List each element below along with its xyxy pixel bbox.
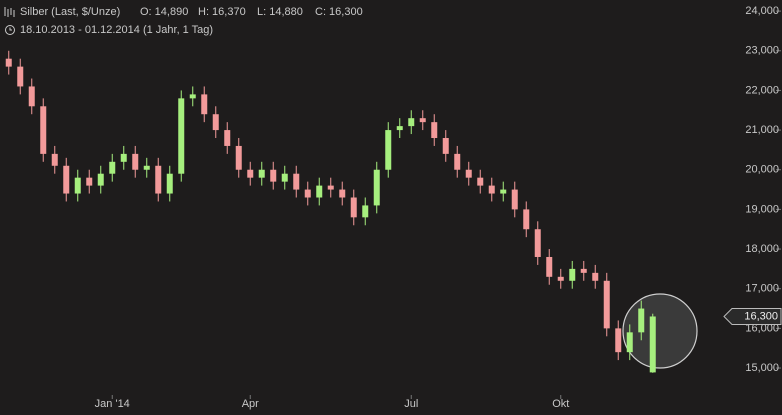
- y-tick-label: 19,000: [745, 203, 779, 215]
- candle-body: [419, 118, 426, 123]
- x-tick-label: Okt: [552, 398, 569, 410]
- candle-body: [454, 153, 461, 170]
- y-tick-label: 18,000: [745, 243, 779, 255]
- candle-body: [396, 126, 403, 131]
- axes: 15,000 16,000 17,000 18,000 19,000 20,000 21,0…: [95, 5, 782, 410]
- candle-body: [626, 332, 633, 353]
- y-tick-label: 17,000: [745, 283, 779, 295]
- x-tick-label: Apr: [242, 398, 259, 410]
- candle-body: [350, 197, 357, 218]
- candle-body: [166, 173, 173, 194]
- header: Silber (Last, $/Unze) O: 14,890 H: 16,37…: [4, 6, 363, 36]
- candle-body: [74, 177, 81, 194]
- candle-body: [385, 130, 392, 170]
- candle-body: [40, 106, 47, 154]
- candle-body: [465, 169, 472, 178]
- candle-body: [442, 138, 449, 154]
- candle-body: [86, 177, 93, 186]
- candle-body: [569, 268, 576, 281]
- last-value-marker: [723, 307, 782, 325]
- x-tick-label: Jul: [404, 398, 418, 410]
- candle-body: [431, 122, 438, 139]
- candle-body: [212, 114, 219, 131]
- candle-body: [546, 256, 553, 277]
- candle-body: [580, 268, 587, 273]
- candle-body: [28, 86, 35, 107]
- candle-body: [293, 173, 300, 190]
- candle-body: [638, 308, 645, 333]
- candles: [5, 50, 656, 373]
- candle-body: [615, 328, 622, 353]
- candle-body: [339, 189, 346, 198]
- candle-body: [189, 94, 196, 99]
- candle-body: [557, 276, 564, 281]
- candle-body: [258, 169, 265, 178]
- candle-body: [120, 153, 127, 162]
- candle-body: [408, 118, 415, 127]
- candle-body: [63, 165, 70, 194]
- candle-body: [327, 185, 334, 190]
- y-tick-label: 21,000: [745, 124, 779, 136]
- candle-body: [51, 153, 58, 166]
- candle-body: [362, 205, 369, 218]
- candle-body: [109, 161, 116, 174]
- y-tick-label: 16,000: [745, 322, 779, 334]
- y-tick-label: 20,000: [745, 164, 779, 176]
- candle-body: [281, 173, 288, 182]
- candle-body: [500, 189, 507, 194]
- summary-low: L: 14,880: [257, 6, 303, 18]
- y-tick-label: 23,000: [745, 45, 779, 57]
- chart-title: Silber (Last, $/Unze): [20, 6, 120, 18]
- candle-body: [224, 130, 231, 146]
- candle-body: [270, 169, 277, 182]
- candle-body: [132, 153, 139, 170]
- candle-body: [534, 229, 541, 257]
- candle-body: [316, 185, 323, 198]
- candle-body: [5, 58, 12, 67]
- candle-body: [201, 94, 208, 115]
- chart-icon: [4, 7, 15, 17]
- clock-icon: [5, 25, 15, 35]
- y-tick-label: 24,000: [745, 5, 779, 17]
- candle-body: [649, 316, 656, 373]
- candle-body: [178, 98, 185, 174]
- candle-body: [143, 165, 150, 170]
- summary-open: O: 14,890: [140, 6, 188, 18]
- clock-hands: [9, 27, 12, 31]
- highlight-circle: [622, 293, 698, 369]
- candle-body: [488, 185, 495, 194]
- candle-body: [592, 272, 599, 281]
- y-tick-label: 22,000: [745, 84, 779, 96]
- summary-close: C: 16,300: [315, 6, 363, 18]
- last-value-label: 16,300: [744, 310, 778, 322]
- candle-body: [17, 66, 24, 87]
- x-tick-label: Jan '14: [95, 398, 130, 410]
- candle-body: [477, 177, 484, 186]
- candle-body: [155, 165, 162, 194]
- candle-body: [603, 280, 610, 329]
- candle-body: [247, 169, 254, 178]
- candle-body: [373, 169, 380, 206]
- candle-body: [97, 173, 104, 186]
- candle-body: [523, 209, 530, 230]
- chart-subtitle: 18.10.2013 - 01.12.2014 (1 Jahr, 1 Tag): [20, 24, 213, 36]
- y-tick-label: 15,000: [745, 362, 779, 374]
- candle-body: [511, 189, 518, 210]
- candle-body: [235, 145, 242, 170]
- candle-body: [304, 189, 311, 198]
- summary-high: H: 16,370: [198, 6, 246, 18]
